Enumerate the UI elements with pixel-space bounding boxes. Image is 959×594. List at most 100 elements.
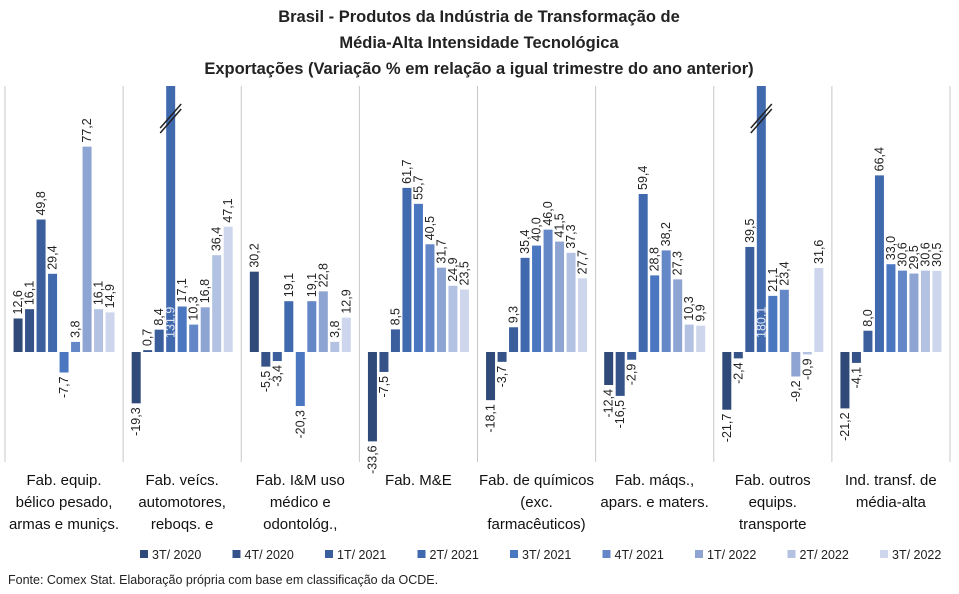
data-label: 35,4	[518, 229, 532, 253]
bar	[897, 270, 907, 352]
bar	[555, 241, 565, 352]
data-label: -33,6	[365, 445, 379, 474]
data-label: 131,9	[164, 307, 178, 338]
data-label: -2,9	[625, 364, 639, 386]
legend-swatch	[325, 550, 333, 558]
data-label: -3,4	[270, 365, 284, 387]
axis-break	[750, 108, 773, 134]
bar	[59, 352, 69, 373]
x-tick-label: Fab. equip. bélico pesado, armas e muniç…	[8, 472, 120, 533]
data-label: 23,4	[777, 261, 791, 285]
bar	[802, 352, 812, 355]
data-label: 55,7	[411, 175, 425, 199]
data-label: 30,5	[930, 242, 944, 266]
bar	[673, 279, 683, 352]
bar	[25, 309, 35, 352]
data-label: 36,4	[210, 227, 224, 251]
bar	[661, 250, 671, 352]
x-tick-label: Fab. máqs., apars. e maters.	[600, 472, 709, 511]
bar	[459, 289, 469, 352]
data-label: 29,4	[46, 245, 60, 269]
x-tick-label: Fab. outros equips. transporte	[734, 472, 811, 533]
data-label: 22,8	[316, 263, 330, 287]
chart-title: Brasil - Produtos da Indústria de Transf…	[278, 8, 680, 26]
bar	[520, 257, 530, 352]
bar	[436, 267, 446, 352]
bar	[722, 352, 732, 410]
bar	[638, 193, 648, 352]
data-label: 59,4	[636, 166, 650, 190]
data-label: 19,1	[282, 273, 296, 297]
data-label: -0,9	[800, 358, 814, 380]
data-label: 27,3	[671, 251, 685, 275]
bar	[566, 252, 576, 352]
x-tick-label: Ind. transf. de média-alta	[845, 472, 937, 511]
data-label: 30,6	[918, 242, 932, 266]
bar	[284, 301, 294, 352]
data-label: -19,3	[129, 407, 143, 436]
data-label: -16,5	[613, 400, 627, 429]
data-label: 31,6	[812, 240, 826, 264]
bar	[886, 264, 896, 352]
legend-label: 4T/ 2020	[245, 548, 294, 562]
data-label: 9,3	[507, 306, 521, 323]
legend-swatch	[602, 550, 611, 558]
bar	[840, 352, 850, 409]
data-label: 38,2	[659, 222, 673, 246]
legend-swatch	[787, 550, 796, 558]
bar	[212, 255, 222, 352]
data-label: 30,2	[247, 243, 261, 267]
axis-break	[750, 103, 773, 129]
bar	[189, 324, 199, 352]
legend-label: 2T/ 2022	[800, 548, 849, 562]
data-label: -5,5	[259, 371, 273, 393]
axis-break	[159, 108, 182, 134]
bar	[578, 278, 588, 352]
bar	[143, 350, 153, 352]
data-label: 12,6	[11, 290, 25, 314]
legend-swatch	[880, 550, 888, 558]
data-label: 46,0	[541, 201, 555, 225]
bar	[48, 273, 58, 352]
bar	[402, 187, 412, 352]
source: Fonte: Comex Stat. Elaboração própria co…	[8, 573, 438, 587]
bar	[543, 229, 553, 352]
bar	[604, 352, 614, 385]
x-tick-label: Fab. de químicos (exc. farmacêuticos)	[478, 472, 595, 533]
x-tick-label: Fab. veícs. automotores, reboqs. e	[138, 472, 226, 533]
bar	[509, 327, 519, 352]
data-label: 29,5	[907, 245, 921, 269]
bar	[105, 312, 115, 352]
data-label: 19,1	[305, 273, 319, 297]
data-label: -9,2	[789, 380, 803, 402]
bar	[814, 267, 824, 352]
data-label: 66,4	[872, 147, 886, 171]
bar	[486, 352, 496, 401]
legend-label: 3T/ 2022	[892, 548, 941, 562]
data-label: 17,1	[175, 278, 189, 302]
data-label: 8,5	[388, 308, 402, 325]
bar	[341, 317, 351, 352]
bar	[733, 352, 743, 359]
bar	[696, 325, 706, 352]
bar	[307, 301, 317, 352]
data-label: 23,5	[457, 261, 471, 285]
legend-label: 2T/ 2021	[430, 548, 479, 562]
data-label: -20,3	[293, 410, 307, 439]
bar	[36, 219, 46, 352]
bar	[154, 329, 164, 352]
data-label: 61,7	[400, 160, 414, 184]
data-label: 3,8	[69, 320, 83, 337]
data-label: -7,7	[57, 376, 71, 398]
data-label: 10,3	[187, 296, 201, 320]
bar	[684, 324, 694, 352]
data-label: 16,1	[92, 281, 106, 305]
bar	[791, 352, 801, 377]
data-label: 37,3	[564, 224, 578, 248]
bar	[223, 226, 233, 352]
x-tick-label: Fab. M&E	[385, 472, 452, 489]
legend-swatch	[510, 550, 518, 558]
x-tick-label: Fab. I&M uso médico e odontológ.,	[255, 472, 345, 533]
bar	[532, 245, 542, 352]
bar	[330, 341, 340, 352]
